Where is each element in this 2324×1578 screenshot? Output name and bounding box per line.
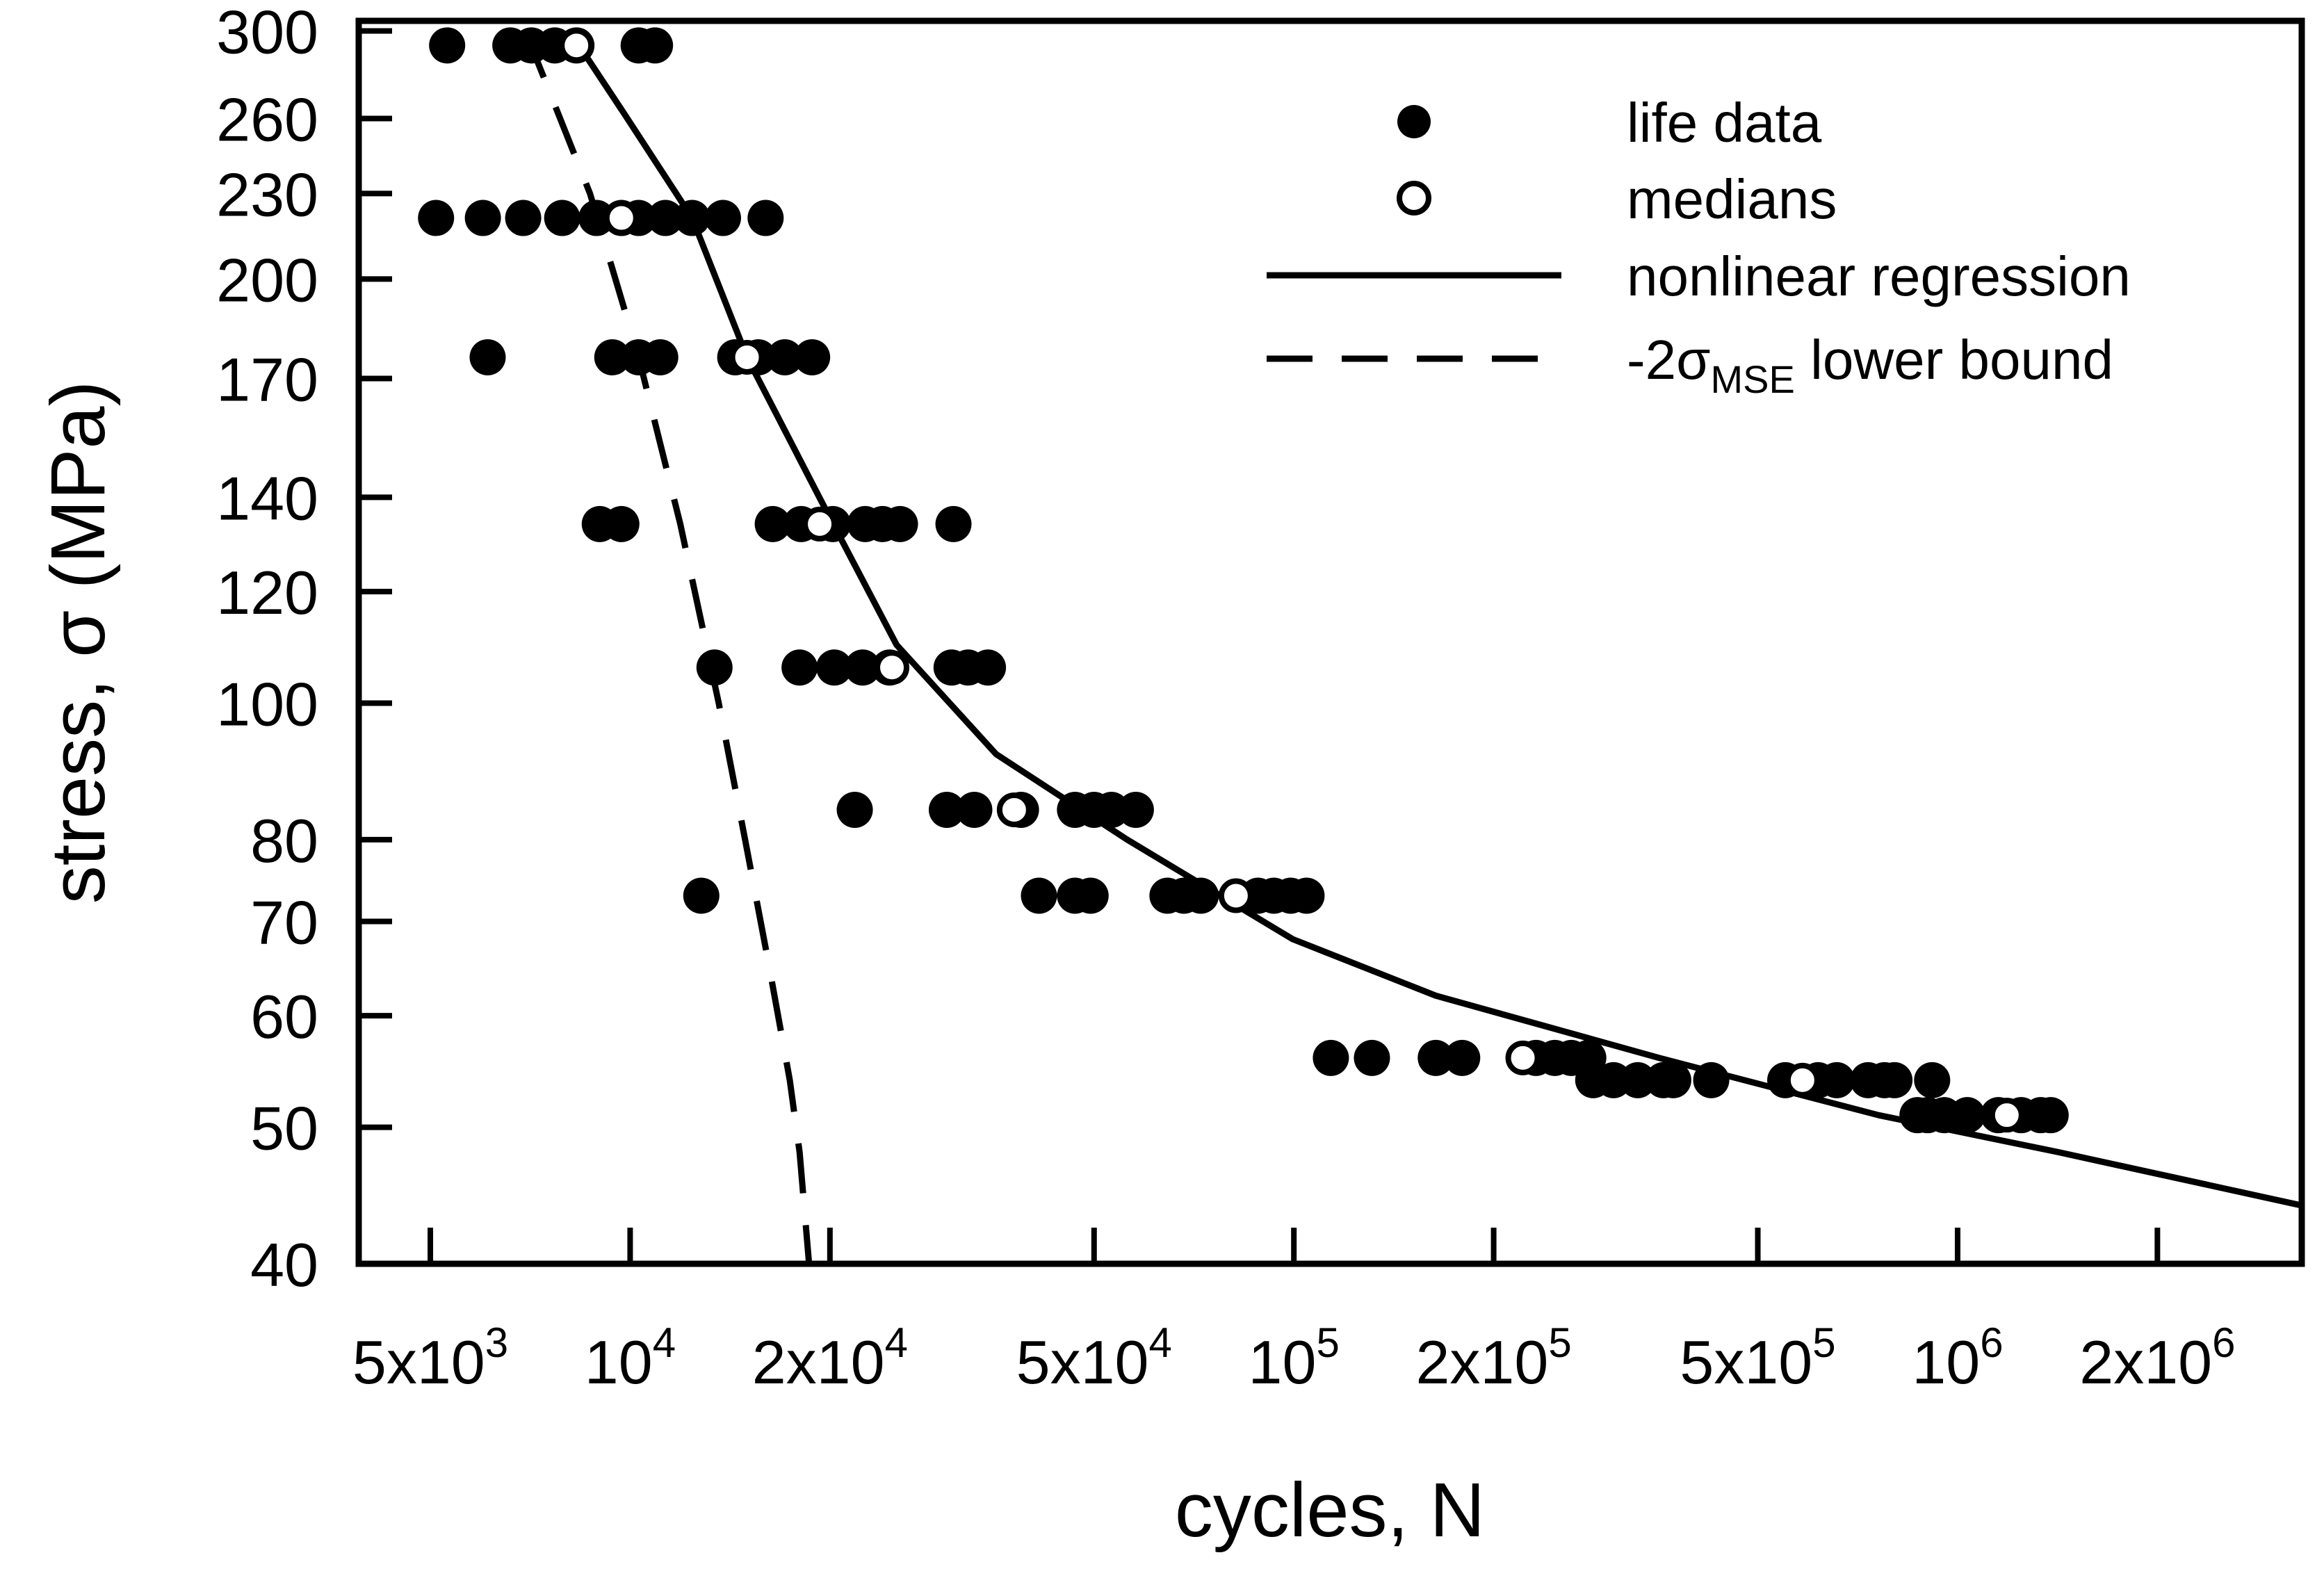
life-data-point xyxy=(1819,1062,1855,1098)
median-point xyxy=(875,650,910,685)
life-data-point xyxy=(1117,791,1154,828)
life-data-point xyxy=(696,649,733,686)
median-point xyxy=(559,28,594,63)
plot-frame xyxy=(355,17,2305,1267)
legend-lower-bound-label: -2σMSE lower bound xyxy=(1627,329,2113,401)
life-data-point xyxy=(1417,1039,1454,1076)
x-axis-title: cycles, N xyxy=(1175,1467,1485,1553)
life-data-point xyxy=(429,27,466,64)
life-data-point xyxy=(1354,1039,1390,1076)
life-data-point xyxy=(418,200,455,236)
median-point xyxy=(1785,1062,1820,1098)
y-tick-label: 70 xyxy=(250,888,318,957)
y-tick-label: 80 xyxy=(250,806,318,875)
series-lines xyxy=(522,29,2302,1264)
life-data-point xyxy=(1619,1062,1656,1098)
median-point xyxy=(996,792,1032,827)
legend-regression-label: nonlinear regression xyxy=(1627,245,2131,307)
median-point xyxy=(1989,1098,2024,1133)
lower-bound-curve xyxy=(522,29,813,1264)
life-data-point xyxy=(928,791,965,828)
legend-life-data-marker xyxy=(1397,105,1431,138)
life-data-point xyxy=(781,649,818,686)
y-tick-label: 60 xyxy=(250,982,318,1051)
life-data-point xyxy=(1288,877,1325,914)
life-data-point xyxy=(935,505,972,542)
x-tick-label: 104 xyxy=(585,1319,676,1397)
life-data-point xyxy=(647,200,684,236)
median-point xyxy=(802,506,838,542)
life-data-point xyxy=(844,649,881,686)
y-tick-label: 50 xyxy=(250,1094,318,1163)
life-data-point xyxy=(1313,1039,1349,1076)
life-data-point xyxy=(637,27,674,64)
life-data-point xyxy=(469,339,506,375)
y-tick-label: 100 xyxy=(216,670,318,739)
life-data-point xyxy=(754,505,791,542)
life-data-point xyxy=(642,339,678,375)
life-data-point xyxy=(704,200,741,236)
life-data-point xyxy=(970,649,1007,686)
life-data-point xyxy=(683,877,720,914)
x-tick-label: 5x103 xyxy=(352,1319,508,1397)
life-data-point xyxy=(578,200,615,236)
life-data-point xyxy=(881,505,918,542)
life-data-point xyxy=(747,200,784,236)
life-data-point xyxy=(1876,1062,1913,1098)
x-tick-label: 5x105 xyxy=(1680,1319,1835,1397)
x-tick-label: 2x104 xyxy=(752,1319,908,1397)
life-data-point xyxy=(816,649,853,686)
life-data-point xyxy=(956,791,993,828)
life-data-point xyxy=(464,200,501,236)
x-axis-ticks: 5x103 104 2x104 5x104 105 2x105 5x105 106 2x106 xyxy=(352,1228,2235,1397)
regression-curve xyxy=(567,29,2302,1209)
x-tick-label: 105 xyxy=(1249,1319,1340,1397)
life-data-point xyxy=(1655,1062,1691,1098)
y-tick-label: 260 xyxy=(216,86,318,154)
life-data-point xyxy=(1444,1039,1481,1076)
life-data-point xyxy=(1914,1062,1951,1098)
y-tick-label: 170 xyxy=(216,345,318,414)
median-point xyxy=(1218,878,1253,913)
life-data-point xyxy=(603,505,640,542)
legend-life-data-label: life data xyxy=(1627,92,1822,154)
life-data-point xyxy=(1693,1062,1730,1098)
life-data-point xyxy=(544,200,580,236)
legend-medians-marker xyxy=(1397,181,1431,215)
life-data-point xyxy=(1072,877,1109,914)
life-data-point xyxy=(674,200,710,236)
y-tick-label: 40 xyxy=(250,1230,318,1299)
y-tick-label: 230 xyxy=(216,160,318,229)
x-tick-label: 2x105 xyxy=(1415,1319,1571,1397)
life-data-point xyxy=(1021,877,1057,914)
life-data-point xyxy=(1183,877,1219,914)
y-tick-label: 200 xyxy=(216,245,318,314)
median-point xyxy=(603,200,639,236)
y-tick-label: 140 xyxy=(216,464,318,532)
life-data-point xyxy=(836,791,873,828)
y-tick-label: 300 xyxy=(216,0,318,67)
life-data-point xyxy=(1949,1097,1985,1134)
life-data-point xyxy=(505,200,542,236)
series-points xyxy=(418,27,2069,1134)
legend: life data medians nonlinear regression -… xyxy=(1267,92,2131,401)
x-tick-label: 5x104 xyxy=(1016,1319,1172,1397)
y-axis-title: stress, σ (MPa) xyxy=(35,381,121,904)
median-point xyxy=(729,339,765,375)
life-data-point xyxy=(594,339,631,375)
life-data-point xyxy=(2032,1097,2069,1134)
x-tick-label: 106 xyxy=(1912,1319,2003,1397)
life-data-point xyxy=(766,339,803,375)
life-data-point xyxy=(794,339,831,375)
x-tick-label: 2x106 xyxy=(2079,1319,2235,1397)
y-tick-label: 120 xyxy=(216,558,318,627)
median-point xyxy=(1505,1040,1541,1075)
legend-medians-label: medians xyxy=(1627,168,1837,230)
